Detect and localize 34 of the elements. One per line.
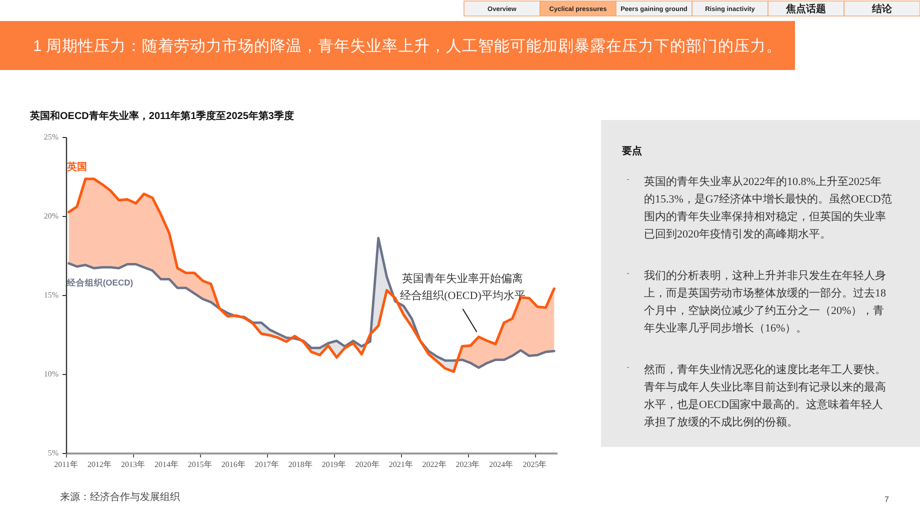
x-tick-label: 2017年 — [254, 460, 279, 469]
x-tick-label: 2015年 — [188, 460, 212, 469]
x-tick-label: 2016年 — [221, 460, 246, 469]
x-tick-label: 2025年 — [522, 460, 547, 469]
y-tick-label: 25% — [44, 132, 59, 142]
y-tick-label: 15% — [44, 290, 59, 300]
y-tick-label: 20% — [44, 212, 59, 220]
text: 我们的分析表明，这种上升并非只发生在年轻人身上，而是英国劳动市场整体放缓的一部分。过去18个月中，空缺岗位减少了约五分之一（20%），青年失业率几乎同步增长（16%）。 — [644, 269, 886, 334]
x-tick-label: 2013年 — [121, 460, 145, 469]
x-tick-label: 2011年 — [54, 460, 78, 469]
text: 7 — [884, 495, 890, 504]
x-tick-label: 2021年 — [388, 460, 413, 469]
x-tick-label: 2020年 — [355, 460, 380, 469]
source-note: 来源：经济合作与发展组织 — [60, 491, 180, 503]
text: 焦点话题 — [785, 3, 826, 15]
chart-title: 英国和OECD青年失业率，2011年第1季度至2025年第3季度 — [29, 110, 294, 122]
x-tick-label: 2012年 — [87, 460, 112, 469]
text: 要点 — [621, 145, 642, 157]
x-tick-label: 2022年 — [422, 460, 446, 469]
line-series — [68, 236, 556, 369]
x-tick-label: 2019年 — [322, 460, 346, 469]
x-tick-label: 2014年 — [154, 460, 178, 469]
text: 英国的青年失业率从2022年的10.8%上升至2025年的15.3%，是G7经济体中增长最快的。虽然OECD范围内的青年失业率保持相对稳定，但英国的失业率已回到2020年疫情引发的高峰期水平。 — [644, 175, 892, 240]
y-tick-label: 5% — [48, 448, 59, 458]
text: 1 周期性压力：随着劳动力市场的降温，青年失业率上升，人工智能可能加剧暴露在压力下的部门的压力。 — [33, 37, 782, 55]
series-label: 英国 — [66, 161, 87, 174]
text: 结论 — [871, 3, 893, 15]
series-label: 经合组织(OECD) — [66, 277, 134, 288]
y-tick-label: 10% — [44, 370, 59, 378]
x-tick-label: 2023年 — [456, 460, 480, 469]
x-tick-label: 2018年 — [288, 460, 312, 469]
x-tick-label: 2024年 — [489, 460, 514, 469]
text: 然而，青年失业情况恶化的速度比老年工人要快。青年与成年人失业比率目前达到有记录以来的最高水平，也是OECD国家中最高的。这意味着年轻人承担了放缓的不成比例的份额。 — [644, 363, 886, 428]
annotation: 英国青年失业率开始偏离经合组织(OECD)平均水平 — [400, 272, 526, 302]
